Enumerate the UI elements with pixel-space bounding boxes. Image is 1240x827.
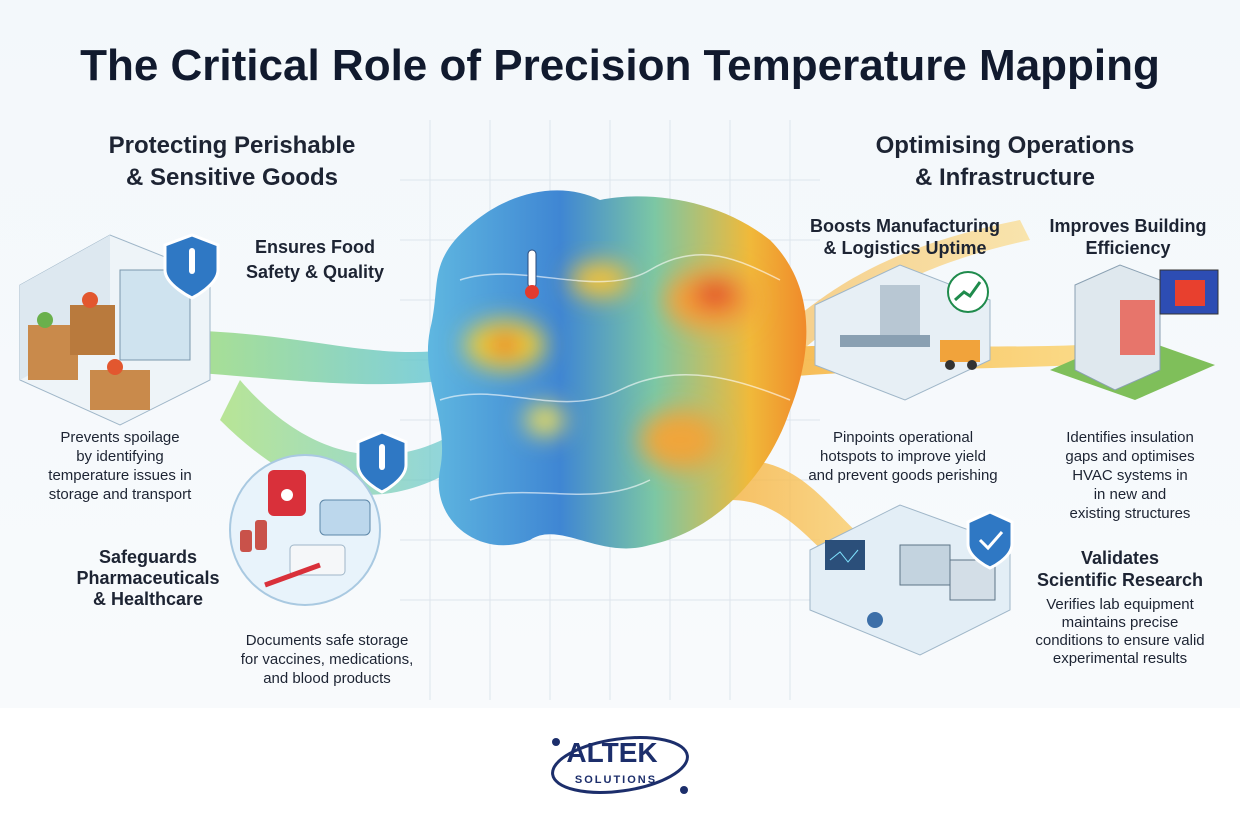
item-description-line: by identifying	[76, 448, 164, 465]
section-heading-line: & Infrastructure	[914, 164, 1096, 191]
item-description-line: hotspots to improve yield	[820, 448, 986, 465]
item-title-line: Efficiency	[1085, 238, 1171, 258]
item-description-line: storage and transport	[48, 486, 192, 503]
item-description-line: temperature issues in	[48, 467, 192, 484]
item-description-line: experimental results	[1052, 650, 1188, 667]
logo-tagline: SOLUTIONS	[456, 773, 776, 787]
building-illustration	[1050, 264, 1219, 400]
item-description-line: Pinpoints operational	[832, 429, 974, 446]
logo-name-line: ALTEK	[566, 737, 658, 768]
item-title: Validates Scientific Research	[960, 547, 1240, 591]
item-description-line: gaps and optimises	[1065, 448, 1195, 465]
item-description-line: HVAC systems in	[1072, 467, 1188, 484]
item-description-line: maintains precise	[1061, 614, 1179, 631]
logo-tagline-line: SOLUTIONS	[574, 774, 658, 786]
item-description-line: existing structures	[1069, 505, 1191, 522]
item-description: Pinpoints operational hotspots to improve…	[743, 428, 1063, 485]
item-description-line: and blood products	[263, 670, 391, 687]
pharma-illustration	[229, 430, 408, 606]
item-title: Improves Building Efficiency	[968, 215, 1240, 259]
item-title-line: Validates	[1080, 548, 1160, 568]
item-description: Documents safe storage for vaccines, medi…	[167, 631, 487, 688]
item-title: Boosts Manufacturing & Logistics Uptime	[745, 215, 1065, 259]
item-title: Safeguards Pharmaceuticals & Healthcare	[0, 547, 308, 610]
item-description-line: Documents safe storage	[245, 632, 409, 649]
section-heading: Protecting Perishable & Sensitive Goods	[72, 130, 392, 194]
item-title-line: Safety & Quality	[245, 262, 385, 282]
item-title: Ensures Food Safety & Quality	[155, 235, 475, 285]
item-description: Verifies lab equipment maintains precise c…	[960, 596, 1240, 668]
section-heading-line: Optimising Operations	[875, 132, 1135, 159]
section-heading-line: Protecting Perishable	[108, 132, 356, 159]
logo-name: ALTEK	[452, 737, 772, 769]
title-line: The Critical Role of Precision Temperatu…	[80, 41, 1160, 90]
item-title-line: Pharmaceuticals	[76, 568, 220, 588]
item-description-line: conditions to ensure valid	[1035, 632, 1205, 649]
item-title-line: Ensures Food	[254, 237, 375, 257]
item-title-line: Improves Building	[1049, 216, 1207, 236]
item-description: Identifies insulation gaps and optimises H…	[970, 428, 1240, 523]
item-title-line: Boosts Manufacturing	[809, 216, 1000, 236]
storage-illustration	[19, 233, 220, 426]
title: The Critical Role of Precision Temperatu…	[20, 38, 1220, 94]
item-title-line: & Healthcare	[92, 589, 204, 609]
item-title-line: & Logistics Uptime	[823, 238, 987, 258]
item-description: Prevents spoilage by identifying temperatu…	[0, 428, 280, 504]
item-title-line: Scientific Research	[1036, 570, 1204, 590]
lab-illustration	[809, 504, 1014, 656]
item-title-line: Safeguards	[98, 547, 198, 567]
section-heading-line: & Sensitive Goods	[125, 164, 339, 191]
item-description-line: for vaccines, medications,	[240, 651, 414, 668]
item-description-line: in new and	[1093, 486, 1167, 503]
item-description-line: Identifies insulation	[1066, 429, 1194, 446]
logo-mark	[551, 736, 689, 794]
item-description-line: and prevent goods perishing	[808, 467, 998, 484]
item-description-line: Prevents spoilage	[60, 429, 180, 446]
section-heading: Optimising Operations & Infrastructure	[845, 130, 1165, 194]
factory-illustration	[814, 264, 991, 401]
item-description-line: Verifies lab equipment	[1046, 596, 1194, 613]
